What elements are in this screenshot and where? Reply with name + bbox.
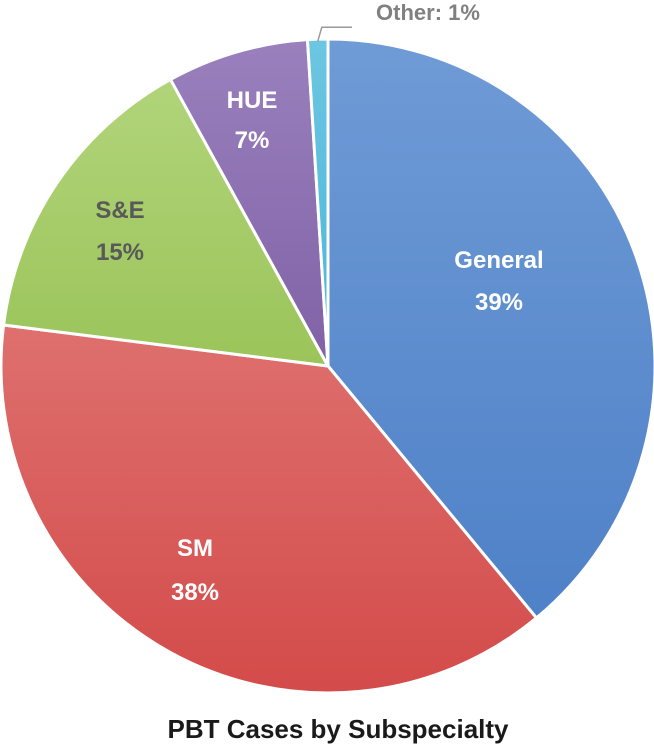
slice-label-other: Other: 1% xyxy=(376,0,480,25)
slice-value-general: 39% xyxy=(475,289,523,316)
slice-label-hue: HUE xyxy=(227,87,278,114)
chart-title: PBT Cases by Subspecialty xyxy=(167,714,509,744)
slice-label-sm: SM xyxy=(177,535,213,562)
slice-label-general: General xyxy=(454,247,543,274)
slice-value-sm: 38% xyxy=(171,579,219,606)
slice-label-s-e: S&E xyxy=(95,197,144,224)
pie-labels: General 39% SM 38% S&E 15% HUE 7% Other: 1% xyxy=(95,0,543,606)
pie-slice-s-e xyxy=(2,77,330,368)
slice-value-hue: 7% xyxy=(235,127,270,154)
pie-slices xyxy=(0,37,654,695)
slice-value-s-e: 15% xyxy=(96,239,144,266)
pie-slice-sm xyxy=(0,323,538,695)
pie-slice-general xyxy=(326,37,654,620)
leader-line-other xyxy=(317,26,352,42)
pie-slice-hue xyxy=(168,38,330,368)
